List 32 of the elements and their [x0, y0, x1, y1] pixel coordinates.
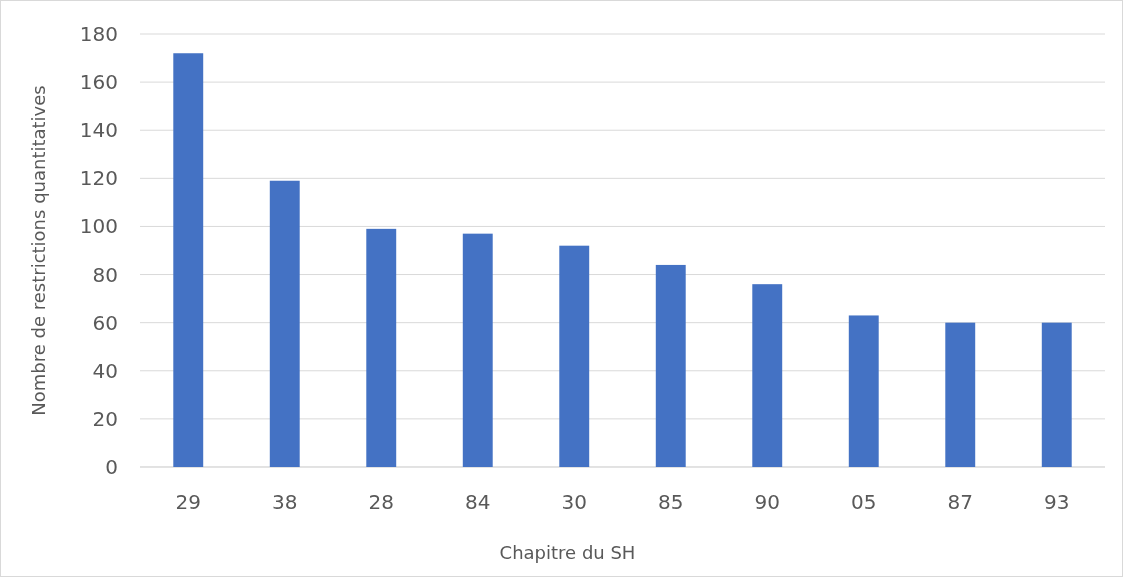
x-tick-label: 30: [561, 490, 587, 514]
bar: [366, 228, 397, 467]
y-tick-label: 40: [92, 358, 118, 383]
bar: [173, 53, 204, 467]
bar: [269, 180, 300, 467]
bar: [559, 245, 590, 467]
y-tick-label: 80: [92, 262, 118, 287]
bar: [1041, 322, 1072, 467]
y-tick-label: 140: [79, 118, 118, 143]
y-tick-label: 60: [92, 310, 118, 335]
y-tick-label: 120: [79, 166, 118, 191]
x-tick-label: 28: [368, 490, 394, 514]
x-tick-label: 93: [1044, 490, 1070, 514]
x-tick-label: 85: [658, 490, 684, 514]
x-tick-label: 90: [754, 490, 780, 514]
y-tick-label: 160: [79, 70, 118, 95]
bar: [848, 315, 879, 467]
bar: [752, 284, 783, 467]
bar: [655, 264, 686, 467]
x-tick-label: 84: [465, 490, 491, 514]
x-axis-title: Chapitre du SH: [499, 542, 636, 563]
y-tick-label: 180: [79, 22, 118, 46]
bar: [945, 322, 976, 467]
x-tick-label: 05: [851, 490, 877, 514]
y-tick-label: 100: [79, 214, 118, 239]
x-tick-label: 29: [175, 490, 201, 514]
y-tick-label: 0: [105, 455, 118, 479]
x-tick-label: 38: [272, 490, 298, 514]
bar: [462, 233, 493, 467]
y-axis-title: Nombre de restrictions quantitatives: [28, 85, 49, 416]
y-tick-label: 20: [92, 406, 118, 431]
x-tick-label: 87: [947, 490, 973, 514]
